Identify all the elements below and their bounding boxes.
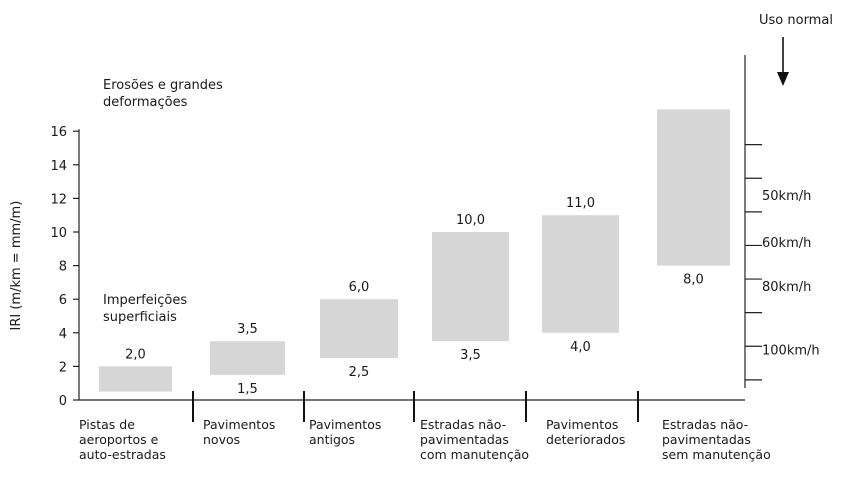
annotation: Erosões e grandes deformações	[103, 78, 223, 110]
category-label-line: Estradas não-	[420, 417, 506, 432]
category-label: Pavimentos novos	[203, 417, 275, 447]
category-label-line: Estradas não-	[662, 417, 748, 432]
bar-high-label: 3,5	[237, 322, 258, 337]
speed-label: 100km/h	[762, 344, 820, 359]
range-bar	[320, 299, 398, 358]
speed-label: 50km/h	[762, 189, 811, 204]
range-bar	[542, 215, 619, 333]
y-tick-label: 12	[50, 192, 67, 207]
bar-low-label: 1,5	[237, 382, 258, 397]
category-label: Estradas não-pavimentadas com manutenção	[420, 417, 529, 462]
y-tick-label: 4	[59, 327, 67, 342]
category-label-line: Pistas de	[79, 417, 135, 432]
y-tick-label: 8	[59, 260, 67, 275]
bar-high-label: 2,0	[125, 347, 146, 362]
speed-label: 60km/h	[762, 236, 811, 251]
y-tick-label: 6	[59, 293, 67, 308]
y-tick-label: 10	[50, 226, 67, 241]
y-tick-label: 14	[50, 159, 67, 174]
range-bar	[99, 366, 172, 392]
bar-high-label: 6,0	[349, 280, 370, 295]
category-label-line: pavimentadas	[420, 432, 509, 447]
bar-high-label: 10,0	[456, 213, 485, 228]
y-tick-label: 16	[50, 125, 67, 140]
range-bar	[432, 232, 509, 342]
y-tick-label: 0	[59, 394, 67, 409]
category-label-line: Pavimentos	[546, 417, 618, 432]
bar-high-label: 11,0	[566, 196, 595, 211]
bar-low-label: 4,0	[570, 340, 591, 355]
y-tick-label: 2	[59, 360, 67, 375]
bar-low-label: 2,5	[349, 365, 370, 380]
category-label-line: aeroportos e	[79, 432, 159, 447]
bar-low-label: 3,5	[460, 348, 481, 363]
category-label: Estradas não-pavimentadas sem manutenção	[662, 417, 771, 462]
range-bar	[657, 109, 730, 266]
y-axis-title: IRI (m/km = mm/m)	[9, 201, 24, 331]
right-axis-title: Uso normal	[759, 13, 833, 28]
annotation-line: deformações	[103, 95, 188, 110]
annotation-line: superficiais	[103, 310, 177, 325]
annotation-line: Imperfeições	[103, 293, 187, 308]
category-label: Pavimentos antigos	[309, 417, 381, 447]
annotation: Imperfeições superficiais	[103, 293, 187, 325]
category-label-line: Pavimentos	[203, 417, 275, 432]
category-label: Pavimentos deteriorados	[546, 417, 625, 447]
speed-label: 80km/h	[762, 280, 811, 295]
down-arrow-icon	[777, 72, 789, 86]
category-label: Pistas de aeroportos e auto-estradas	[79, 417, 166, 462]
bar-low-label: 8,0	[683, 273, 704, 288]
category-label-line: novos	[203, 432, 240, 447]
annotation-line: Erosões e grandes	[103, 78, 223, 93]
category-label-line: deteriorados	[546, 432, 625, 447]
category-label-line: auto-estradas	[79, 447, 166, 462]
range-bar	[210, 341, 285, 375]
category-label-line: Pavimentos	[309, 417, 381, 432]
category-label-line: antigos	[309, 432, 355, 447]
category-label-line: sem manutenção	[662, 447, 771, 462]
category-label-line: pavimentadas	[662, 432, 751, 447]
category-label-line: com manutenção	[420, 447, 529, 462]
